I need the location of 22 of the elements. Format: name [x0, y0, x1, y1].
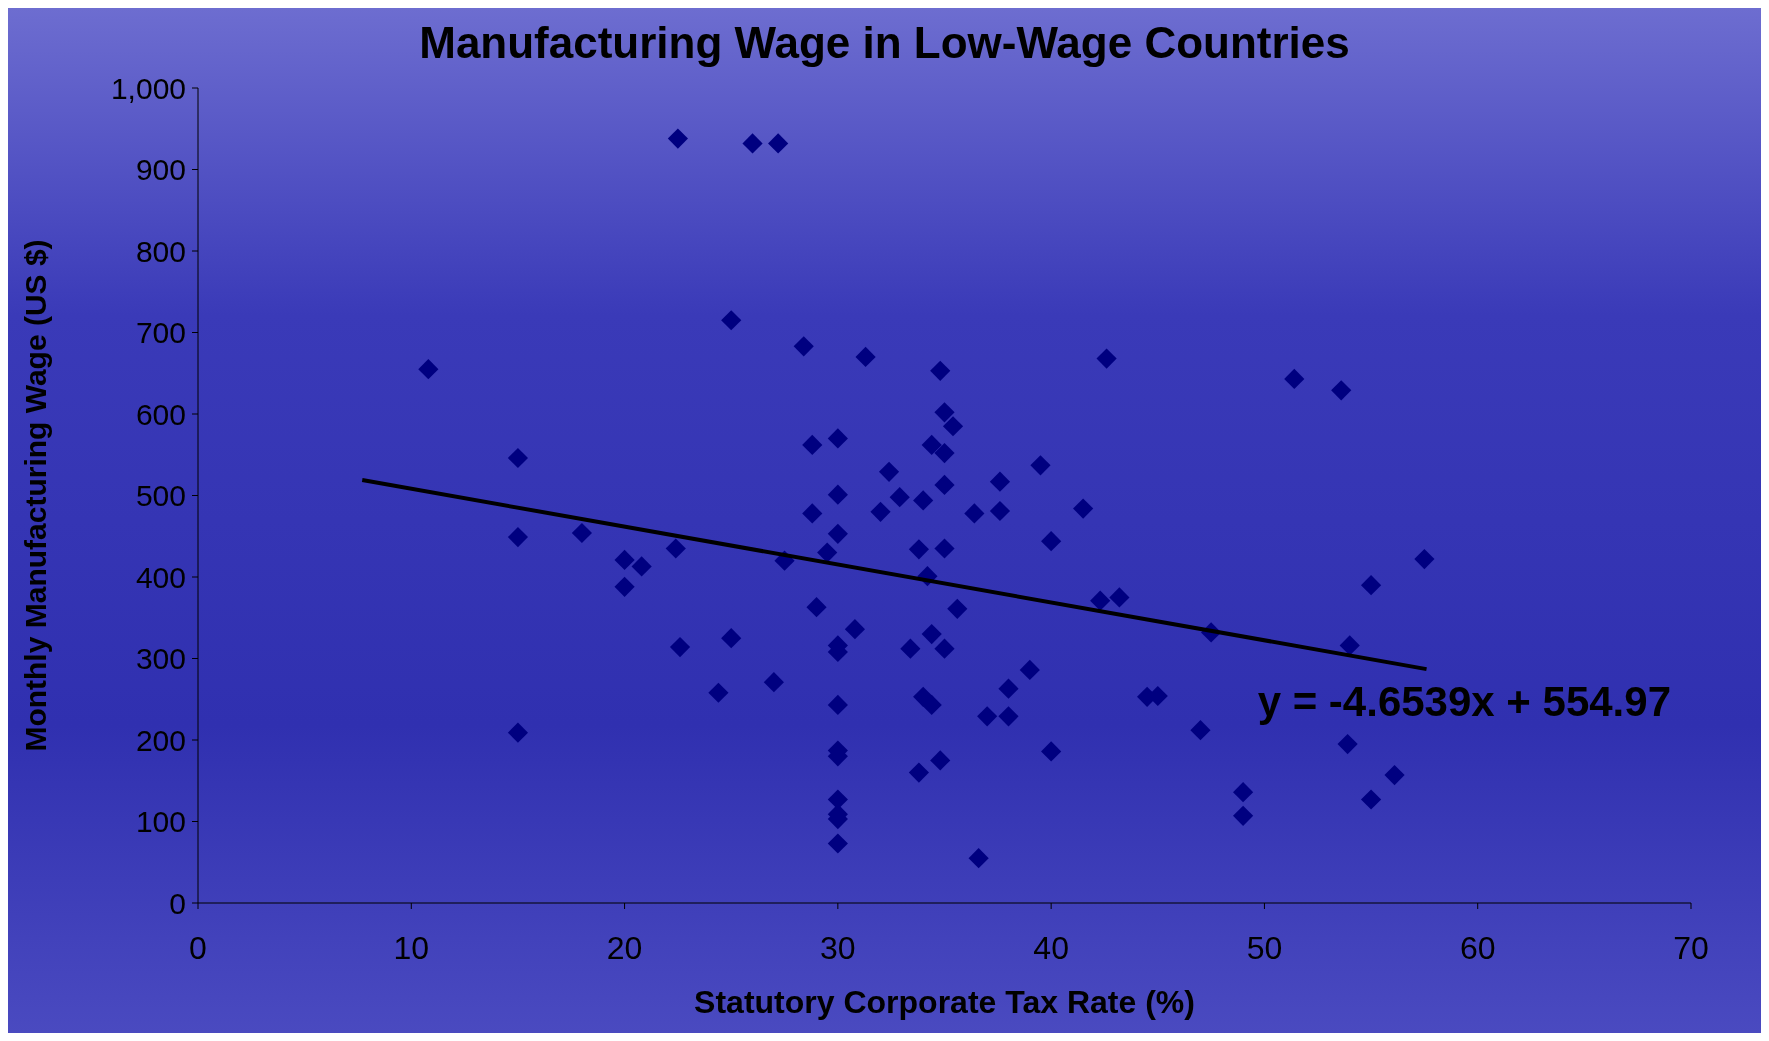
- y-tick-label: 800: [135, 234, 186, 268]
- y-tick-label: 400: [135, 560, 186, 594]
- annotation: y = -4.6539x + 554.97: [1257, 677, 1671, 725]
- y-tick-label: 700: [135, 316, 186, 349]
- x-tick-label: 50: [1246, 930, 1283, 966]
- x-tick-label: 70: [1673, 930, 1709, 966]
- y-tick-label: 0: [169, 886, 186, 920]
- y-tick-label: 1,000: [110, 71, 186, 105]
- y-tick-label: 900: [135, 153, 186, 186]
- y-axis-title: Monthly Manufacturing Wage (US $): [19, 239, 52, 752]
- x-tick-label: 60: [1459, 930, 1496, 966]
- x-axis-title: Statutory Corporate Tax Rate (%): [694, 984, 1195, 1020]
- x-tick-label: 40: [1033, 930, 1069, 966]
- y-tick-label: 500: [135, 479, 186, 512]
- x-tick-label: 20: [606, 930, 643, 966]
- x-tick-label: 30: [820, 930, 856, 966]
- y-tick-label: 200: [135, 723, 186, 757]
- y-tick-label: 100: [135, 805, 186, 838]
- y-tick-label: 300: [135, 642, 186, 675]
- y-tick-label: 600: [135, 397, 186, 431]
- x-tick-label: 10: [393, 930, 430, 966]
- chart-title: Manufacturing Wage in Low-Wage Countries: [419, 18, 1350, 67]
